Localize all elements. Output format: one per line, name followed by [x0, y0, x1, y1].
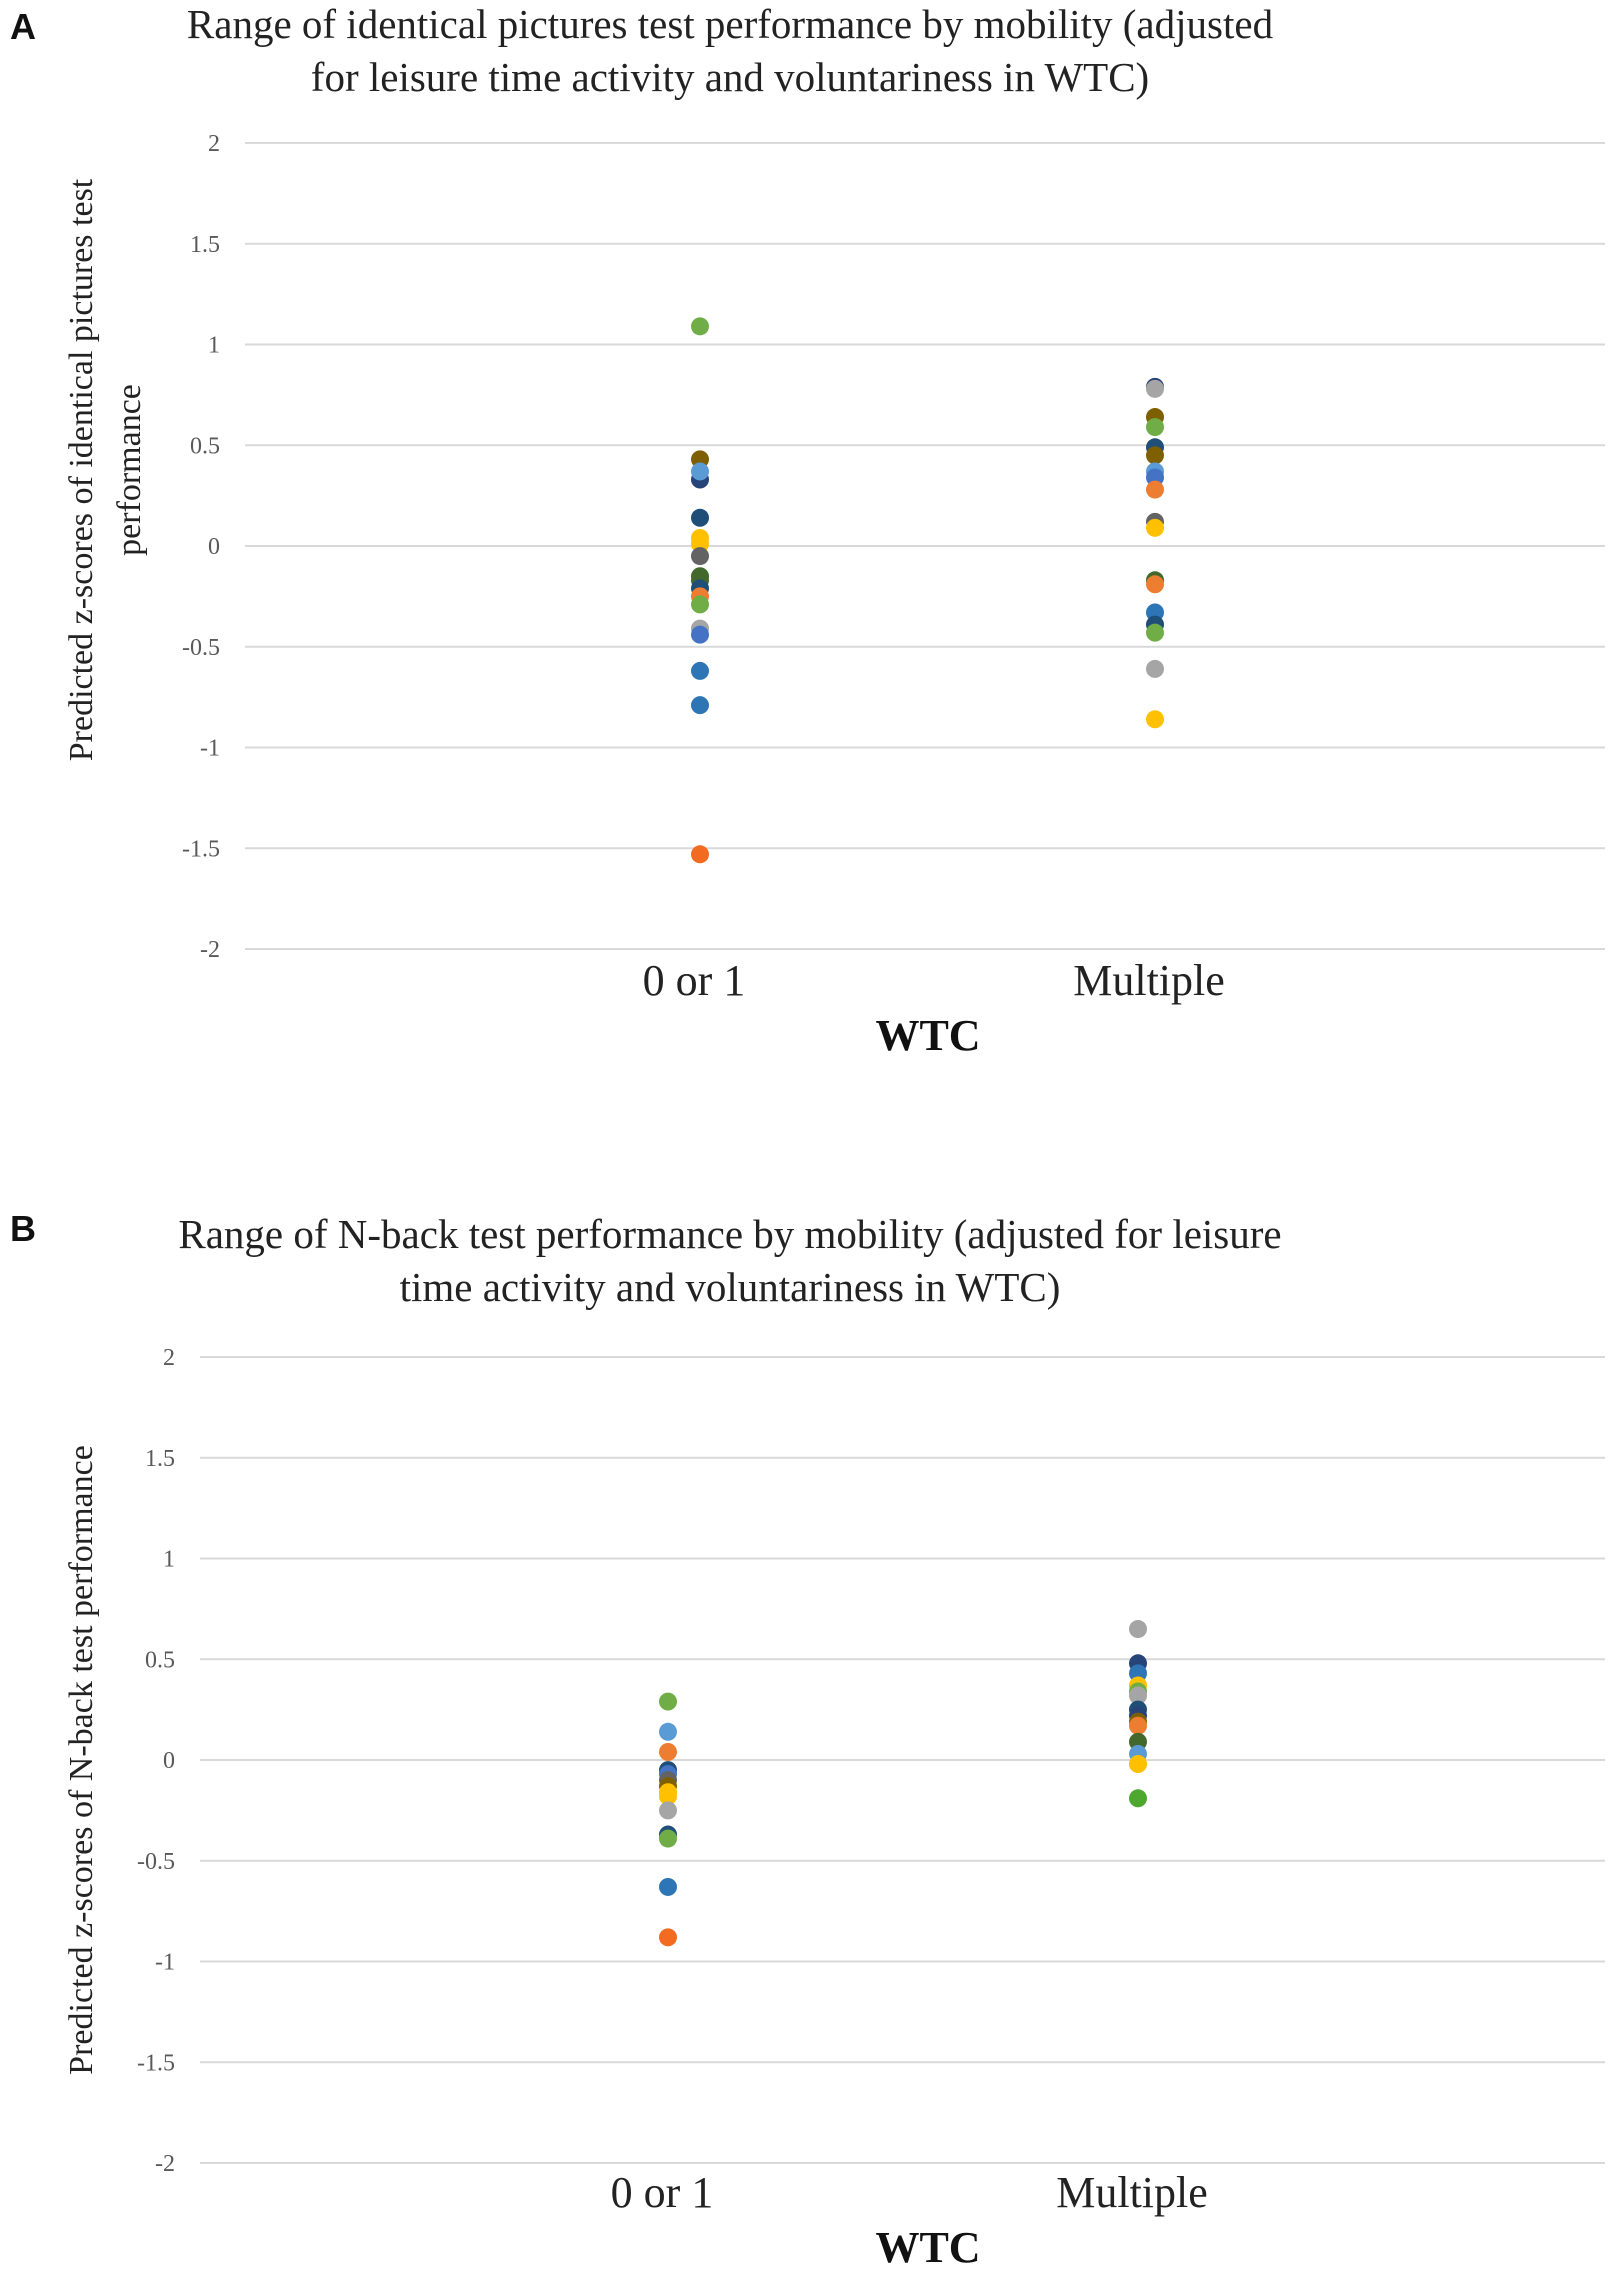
y-tick-label-b: 0 [163, 1748, 175, 1774]
data-point-a [1146, 518, 1164, 537]
data-point-a [691, 595, 709, 614]
data-point-a [1146, 379, 1164, 398]
data-point-a [1146, 446, 1164, 465]
y-tick-label-a: -2 [200, 937, 220, 963]
data-point-b [659, 1722, 677, 1741]
data-point-b [1129, 1620, 1147, 1639]
data-point-a [1146, 480, 1164, 499]
data-point-a [691, 661, 709, 680]
data-point-a [691, 547, 709, 566]
chart-title-a-line-2: for leisure time activity and voluntarin… [310, 54, 1150, 100]
data-point-a [691, 696, 709, 715]
data-point-a [1146, 623, 1164, 642]
y-axis-title-a: Predicted z-scores of identical pictures… [63, 178, 100, 761]
y-tick-label-b: -0.5 [137, 1849, 175, 1875]
data-point-a [691, 462, 709, 481]
x-axis-title-b: WTC [875, 2223, 980, 2272]
data-point-a [1146, 710, 1164, 729]
data-point-b [659, 1801, 677, 1820]
data-point-b [659, 1692, 677, 1711]
x-category-label-a: Multiple [1073, 956, 1225, 1005]
y-tick-label-b: 0.5 [145, 1647, 175, 1673]
y-tick-label-b: 1.5 [145, 1446, 175, 1472]
data-point-b [659, 1787, 677, 1806]
y-tick-label-a: 2 [208, 131, 220, 157]
data-point-a [1146, 659, 1164, 678]
chart-title-b-line-2: time activity and voluntariness in WTC) [399, 1264, 1061, 1310]
data-point-a [691, 317, 709, 336]
panel-letter-a: A [10, 6, 36, 47]
y-axis-title-a: performance [111, 384, 148, 556]
data-point-b [1129, 1789, 1147, 1808]
y-tick-label-a: -0.5 [182, 635, 220, 661]
y-tick-label-a: 0 [208, 534, 220, 560]
y-tick-label-a: 1 [208, 333, 220, 359]
chart-title-a: Range of identical pictures test perform… [150, 0, 1310, 104]
y-tick-label-b: -1 [155, 1950, 175, 1976]
data-point-a [691, 845, 709, 864]
data-point-a [1146, 418, 1164, 437]
y-tick-label-b: -1.5 [137, 2050, 175, 2076]
y-tick-label-a: 1.5 [190, 232, 220, 258]
chart-title-a-line-1: Range of identical pictures test perform… [186, 1, 1274, 47]
y-tick-label-a: -1.5 [182, 836, 220, 862]
data-point-b [659, 1829, 677, 1848]
panel-letter-b: B [10, 1208, 36, 1249]
x-category-label-a: 0 or 1 [643, 956, 746, 1005]
chart-b: 2 1.5 1 0.5 0 -0.5 -1 -1.5 -2 0 or 1 Multiple WTC Pr… [63, 1345, 1605, 2272]
chart-title-b: Range of N-back test performance by mobi… [150, 1208, 1310, 1314]
data-point-a [691, 508, 709, 527]
x-axis-title-a: WTC [875, 1011, 980, 1060]
data-point-b [1129, 1755, 1147, 1774]
data-point-b [659, 1877, 677, 1896]
data-point-b [1129, 1716, 1147, 1735]
data-point-a [691, 625, 709, 644]
data-point-b [1129, 1686, 1147, 1705]
y-tick-label-b: 2 [163, 1345, 175, 1371]
x-category-label-b: 0 or 1 [611, 2168, 714, 2217]
chart-a: 2 1.5 1 0.5 0 -0.5 -1 -1.5 -2 0 or 1 Multiple WTC Pr… [63, 131, 1605, 1060]
y-tick-label-b: -2 [155, 2151, 175, 2177]
data-point-b [659, 1742, 677, 1761]
y-axis-title-b: Predicted z-scores of N-back test perfor… [63, 1445, 100, 2075]
y-tick-label-a: 0.5 [190, 433, 220, 459]
chart-title-b-line-1: Range of N-back test performance by mobi… [178, 1211, 1282, 1257]
data-point-b [659, 1928, 677, 1947]
y-tick-label-a: -1 [200, 736, 220, 762]
x-category-label-b: Multiple [1056, 2168, 1208, 2217]
y-tick-label-b: 1 [163, 1547, 175, 1573]
data-point-a [1146, 575, 1164, 594]
